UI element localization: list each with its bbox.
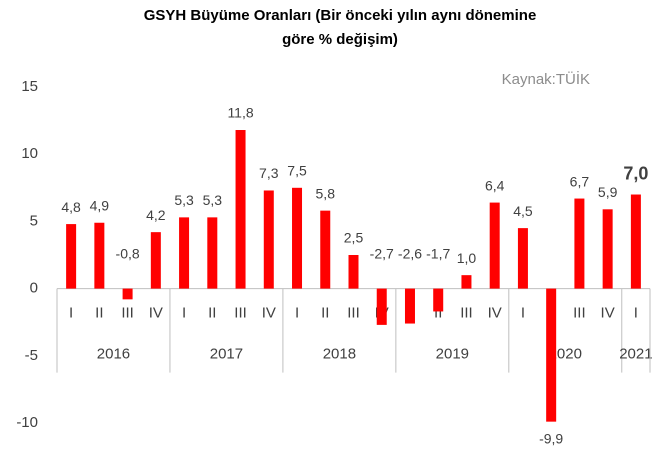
x-tick-label: III — [460, 305, 473, 322]
bar — [348, 255, 359, 289]
data-label: 4,8 — [61, 199, 81, 215]
year-label: 2019 — [436, 346, 469, 363]
x-tick-label: IV — [601, 305, 615, 322]
x-tick-label: II — [95, 305, 103, 322]
x-tick-label: II — [434, 305, 442, 322]
bar — [292, 187, 303, 289]
y-tick-label: -10 — [16, 414, 38, 431]
x-tick-label: I — [521, 305, 525, 322]
y-tick-label: 10 — [21, 145, 38, 162]
bar — [574, 198, 585, 289]
data-label: 11,8 — [227, 105, 253, 121]
data-label: 5,3 — [174, 192, 194, 208]
data-label: 5,3 — [203, 192, 223, 208]
bar — [602, 209, 613, 289]
data-label: -9,9 — [539, 430, 563, 446]
chart-title: göre % değişim) — [282, 31, 398, 48]
bar — [630, 194, 641, 289]
bar — [235, 130, 246, 289]
data-label: 4,9 — [90, 197, 110, 213]
data-label: 7,5 — [287, 163, 307, 179]
data-label: 5,8 — [316, 185, 336, 201]
bar — [122, 288, 133, 300]
year-label: 2020 — [549, 346, 582, 363]
chart-title: GSYH Büyüme Oranları (Bir önceki yılın a… — [144, 7, 537, 24]
bar — [376, 288, 387, 325]
bar — [433, 288, 444, 312]
bar — [263, 190, 274, 289]
data-label: 6,4 — [485, 177, 505, 193]
data-label: -0,8 — [116, 245, 140, 261]
bar — [207, 217, 218, 289]
source-note: Kaynak:TÜİK — [502, 70, 590, 88]
bar — [94, 222, 105, 289]
bar — [320, 210, 331, 289]
bar — [150, 232, 161, 289]
x-tick-label: III — [573, 305, 586, 322]
data-label: 6,7 — [570, 173, 590, 189]
x-tick-label: III — [121, 305, 134, 322]
bar — [461, 275, 472, 289]
bar — [489, 202, 500, 289]
x-tick-label: II — [321, 305, 329, 322]
data-label: 4,5 — [513, 203, 533, 219]
bar — [66, 224, 77, 289]
x-tick-label: I — [295, 305, 299, 322]
data-label: 7,3 — [259, 165, 279, 181]
year-label: 2018 — [323, 346, 356, 363]
x-tick-label: IV — [488, 305, 502, 322]
data-label: -2,7 — [370, 245, 394, 261]
data-label: 7,0 — [623, 163, 648, 183]
data-label: 2,5 — [344, 230, 364, 246]
x-tick-label: I — [69, 305, 73, 322]
x-tick-label: IV — [149, 305, 163, 322]
year-label: 2021 — [619, 346, 652, 363]
bar — [546, 288, 557, 422]
x-tick-label: I — [182, 305, 186, 322]
year-label: 2017 — [210, 346, 243, 363]
bar — [179, 217, 190, 289]
data-label: -1,7 — [426, 245, 450, 261]
x-tick-label: IV — [262, 305, 276, 322]
bar — [517, 228, 528, 289]
x-tick-label: II — [208, 305, 216, 322]
y-tick-label: 5 — [30, 212, 38, 229]
y-tick-label: -5 — [25, 347, 38, 364]
x-tick-label: III — [234, 305, 247, 322]
x-tick-label: III — [347, 305, 360, 322]
data-label: 4,2 — [146, 207, 166, 223]
y-tick-label: 15 — [21, 78, 38, 95]
y-tick-label: 0 — [30, 280, 38, 297]
year-label: 2016 — [97, 346, 130, 363]
x-tick-label: I — [634, 305, 638, 322]
data-label: -2,6 — [398, 245, 422, 261]
bar — [404, 288, 415, 324]
data-label: 1,0 — [457, 250, 477, 266]
data-label: 5,9 — [598, 184, 618, 200]
